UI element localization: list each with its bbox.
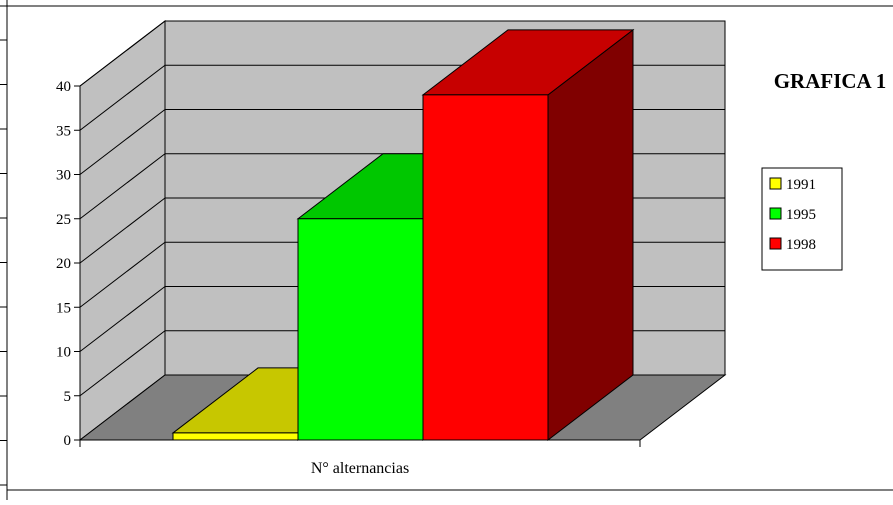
y-tick-label: 0 xyxy=(64,433,72,449)
y-tick-label: 5 xyxy=(64,389,72,405)
legend-swatch-1995 xyxy=(769,207,782,220)
y-tick-label: 20 xyxy=(56,256,71,272)
legend-label-1991: 1991 xyxy=(786,177,816,193)
legend-swatch-1991 xyxy=(769,177,782,190)
y-tick-label: 25 xyxy=(56,212,71,228)
legend-swatch-1998 xyxy=(769,237,782,250)
gridline-side xyxy=(79,197,166,264)
x-axis-category-label: N° alternancias xyxy=(311,460,409,477)
bar-front-1991 xyxy=(172,432,299,441)
axes-group: 0 5 10 15 20 25 30 35 40 xyxy=(56,79,641,449)
gridline-side xyxy=(79,109,166,175)
legend-label-1998: 1998 xyxy=(786,237,816,253)
gridline-side xyxy=(79,64,166,131)
gridline-side xyxy=(79,286,166,352)
bar-side-1998 xyxy=(547,28,634,442)
bars-group xyxy=(171,28,635,442)
y-tick-label: 10 xyxy=(56,345,71,361)
bar-front-1998 xyxy=(422,94,549,441)
bar-front-1995 xyxy=(297,218,424,441)
chart-title: GRAFICA 1 xyxy=(774,69,887,93)
y-tick-label: 40 xyxy=(56,79,71,95)
gridline-side xyxy=(79,153,166,220)
y-tick-label: 30 xyxy=(56,168,71,184)
legend: 1991 1995 1998 xyxy=(761,167,843,271)
bar-1998 xyxy=(421,28,635,442)
legend-label-1995: 1995 xyxy=(786,207,816,223)
gridline-side xyxy=(79,241,166,308)
y-tick-label: 35 xyxy=(56,123,71,139)
gridline-side xyxy=(79,330,166,397)
y-tick-label: 15 xyxy=(56,300,71,316)
gridline-side xyxy=(79,20,166,87)
